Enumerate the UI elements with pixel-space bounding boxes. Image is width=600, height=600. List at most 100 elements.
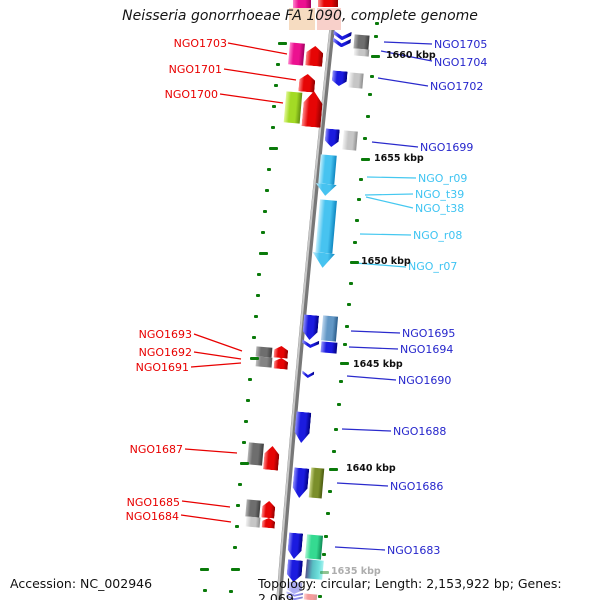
orf-tick (350, 261, 359, 264)
leader-line-NGO1695 (350, 330, 401, 334)
scale-label-1650-kbp: 1650 kbp (361, 256, 411, 267)
gene-label-NGO1703[interactable]: NGO1703 (173, 37, 227, 50)
orf-tick (274, 84, 278, 87)
gene-label-NGO1693[interactable]: NGO1693 (138, 328, 192, 341)
gene-label-NGO_r09[interactable]: NGO_r09 (418, 172, 468, 185)
gene-label-NGO1694[interactable]: NGO1694 (400, 343, 454, 356)
leader-line-NGO1700 (219, 93, 284, 104)
orf-tick (359, 178, 363, 181)
orf-tick (337, 403, 341, 406)
orf-tick (343, 343, 347, 346)
gene-glyph-box[interactable] (283, 91, 303, 124)
gene-glyph-chev2[interactable] (332, 30, 351, 48)
gene-glyph-box[interactable] (293, 0, 311, 8)
genome-backbone (276, 19, 333, 600)
orf-tick (326, 512, 330, 515)
orf-tick (357, 198, 361, 201)
orf-tick (233, 546, 237, 549)
gene-label-NGO1691[interactable]: NGO1691 (135, 361, 189, 374)
gene-label-NGO1700[interactable]: NGO1700 (164, 88, 218, 101)
gene-label-NGO_r08[interactable]: NGO_r08 (413, 229, 463, 242)
orf-tick (267, 168, 271, 171)
leader-line-NGO_r08 (359, 233, 412, 236)
orf-tick (322, 553, 326, 556)
orf-tick (235, 525, 239, 528)
leader-line-NGO_r07 (354, 262, 407, 268)
gene-label-NGO_r07[interactable]: NGO_r07 (408, 260, 458, 273)
orf-tick (334, 428, 338, 431)
leader-line-NGO1703 (227, 42, 288, 55)
leader-line-NGO1691 (190, 362, 242, 368)
leader-line-NGO1692 (193, 351, 242, 360)
gene-label-NGO_t39[interactable]: NGO_t39 (415, 188, 465, 201)
orf-tick (265, 189, 269, 192)
gene-label-NGO1705[interactable]: NGO1705 (434, 38, 488, 51)
gene-label-NGO1683[interactable]: NGO1683 (387, 544, 441, 557)
gene-label-NGO1687[interactable]: NGO1687 (129, 443, 183, 456)
orf-tick (238, 483, 242, 486)
orf-tick (361, 158, 370, 161)
gene-glyph-box[interactable] (353, 48, 370, 57)
gene-glyph-rna[interactable] (316, 154, 338, 196)
orf-tick (324, 535, 328, 538)
gene-label-NGO1685[interactable]: NGO1685 (126, 496, 180, 509)
gene-label-NGO1695[interactable]: NGO1695 (402, 327, 456, 340)
gene-glyph-box[interactable] (245, 499, 261, 518)
leader-line-NGO1688 (341, 428, 392, 432)
gene-label-NGO1702[interactable]: NGO1702 (430, 80, 484, 93)
leader-line-NGO1684 (180, 514, 232, 523)
gene-label-NGO1690[interactable]: NGO1690 (398, 374, 452, 387)
leader-line-NGO1702 (377, 77, 429, 87)
gene-label-NGO_t38[interactable]: NGO_t38 (415, 202, 465, 215)
rna-arrow-body (315, 199, 337, 254)
gene-glyph-box[interactable] (317, 8, 341, 30)
gene-glyph-box[interactable] (289, 8, 315, 30)
gene-glyph-box[interactable] (320, 315, 339, 342)
gene-glyph-box[interactable] (304, 534, 324, 560)
gene-label-NGO1704[interactable]: NGO1704 (434, 56, 488, 69)
leader-line-NGO1686 (336, 482, 389, 487)
orf-tick (250, 357, 259, 360)
gene-glyph-box[interactable] (245, 516, 261, 528)
topology-text: Topology: circular; Length: 2,153,922 bp… (258, 576, 562, 600)
orf-tick (374, 35, 378, 38)
gene-label-NGO1699[interactable]: NGO1699 (420, 141, 474, 154)
gene-glyph-box[interactable] (353, 34, 370, 50)
gene-label-NGO1684[interactable]: NGO1684 (125, 510, 179, 523)
orf-tick (363, 137, 367, 140)
gene-glyph-box[interactable] (318, 0, 338, 7)
gene-label-NGO1686[interactable]: NGO1686 (390, 480, 444, 493)
orf-tick (368, 93, 372, 96)
gene-label-NGO1688[interactable]: NGO1688 (393, 425, 447, 438)
orf-tick (261, 231, 265, 234)
orf-tick (257, 273, 261, 276)
gene-glyph-box[interactable] (348, 72, 364, 89)
leader-line-NGO1685 (181, 500, 231, 508)
orf-tick (203, 589, 207, 592)
gene-glyph-box[interactable] (320, 341, 338, 354)
orf-tick (278, 42, 287, 45)
orf-tick (345, 325, 349, 328)
gene-label-NGO1692[interactable]: NGO1692 (138, 346, 192, 359)
orf-tick (236, 504, 240, 507)
leader-line-NGO1693 (193, 333, 243, 352)
orf-tick (332, 450, 336, 453)
orf-tick (200, 568, 209, 571)
gene-glyph-box[interactable] (308, 467, 325, 499)
orf-tick (256, 294, 260, 297)
gene-glyph-box[interactable] (247, 442, 264, 466)
leader-line-NGO_t39 (364, 193, 414, 196)
gene-glyph-box[interactable] (342, 130, 358, 151)
leader-line-NGO_t38 (365, 196, 414, 209)
gene-label-NGO1701[interactable]: NGO1701 (168, 63, 222, 76)
gene-glyph-box[interactable] (288, 42, 305, 66)
leader-line-NGO1694 (348, 346, 399, 350)
orf-tick (328, 490, 332, 493)
genome-title: Neisseria gonorrhoeae FA 1090, complete … (122, 8, 478, 24)
orf-tick (276, 63, 280, 66)
rna-arrow-tip (315, 183, 337, 197)
rna-arrow-body (318, 154, 337, 185)
orf-tick (339, 380, 343, 383)
orf-tick (329, 468, 338, 471)
